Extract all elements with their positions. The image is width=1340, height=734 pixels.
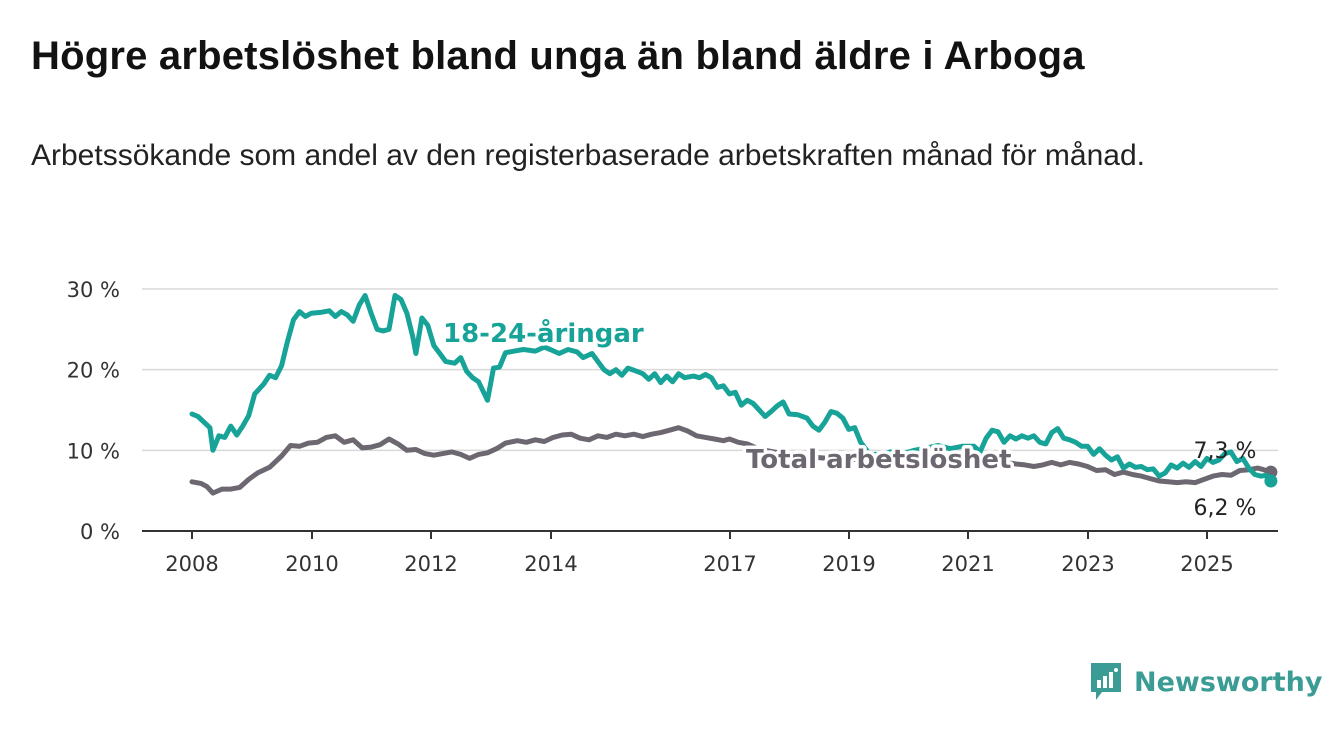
line-chart: 0 % 10 % 20 % 30 % 2008 2010 2012 2014 2017 2019 2… (67, 278, 1278, 576)
brand-logo: Newsworthy (1088, 660, 1322, 704)
labels: 7,3 % 6,2 % 18-24-åringar Total arbetslöshe… (440, 314, 1257, 521)
brand-name: Newsworthy (1134, 666, 1323, 698)
x-tick-label-2012: 2012 (404, 552, 457, 576)
newsworthy-logo-icon (1091, 663, 1121, 700)
chart-title: Högre arbetslöshet bland unga än bland ä… (31, 34, 1085, 78)
end-label-youth: 6,2 % (1194, 496, 1257, 521)
x-tick-label-2021: 2021 (941, 552, 994, 576)
x-tick-label-2023: 2023 (1061, 552, 1114, 576)
series-label-total: Total arbetslöshet (746, 445, 1011, 475)
y-tick-label-20: 20 % (67, 359, 120, 383)
y-tick-label-10: 10 % (67, 439, 120, 463)
x-tick-label-2017: 2017 (703, 552, 756, 576)
series-line-total (189, 425, 1274, 496)
series (189, 293, 1278, 496)
series-label-youth: 18-24-åringar (443, 317, 644, 349)
series-line-youth (189, 293, 1274, 484)
series-end-point-youth (1264, 474, 1278, 488)
end-label-total: 7,3 % (1194, 439, 1257, 464)
x-tick-label-2010: 2010 (285, 552, 338, 576)
y-tick-label-30: 30 % (67, 278, 120, 302)
x-tick-label-2019: 2019 (822, 552, 875, 576)
y-tick-label-0: 0 % (80, 520, 120, 544)
axes: 0 % 10 % 20 % 30 % 2008 2010 2012 2014 2017 2019 2… (67, 278, 1278, 576)
x-tick-label-2014: 2014 (524, 552, 577, 576)
x-tick-label-2008: 2008 (165, 552, 218, 576)
chart-subtitle: Arbetssökande som andel av den registerb… (31, 139, 1145, 172)
x-tick-label-2025: 2025 (1180, 552, 1233, 576)
